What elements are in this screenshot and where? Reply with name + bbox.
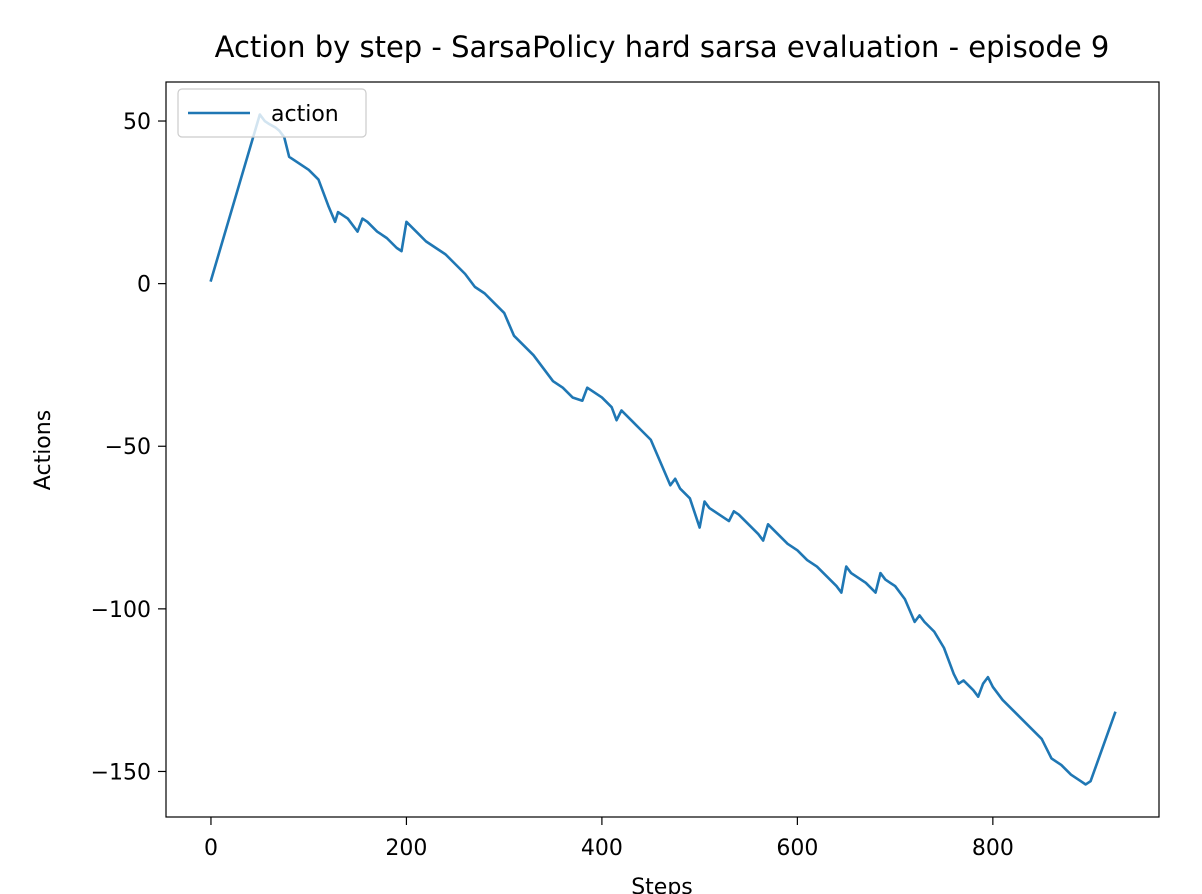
x-axis-label: Steps (631, 875, 693, 894)
y-tick-label: 0 (137, 273, 151, 298)
y-tick-label: −50 (105, 435, 151, 460)
x-tick-label: 0 (204, 836, 218, 861)
legend-box (177, 88, 367, 138)
y-tick-label: 50 (123, 110, 151, 135)
x-tick-label: 600 (776, 836, 818, 861)
plot-area-frame (165, 81, 1160, 818)
chart-title: Action by step - SarsaPolicy hard sarsa … (215, 30, 1110, 64)
x-tick-label: 800 (972, 836, 1014, 861)
legend-label-action: action (271, 102, 339, 127)
x-tick-label: 200 (385, 836, 427, 861)
x-axis: 0 200 400 600 800 (204, 817, 1014, 861)
y-axis: −150 −100 −50 0 50 (91, 110, 166, 785)
y-tick-label: −150 (91, 760, 151, 785)
series-line-action (209, 113, 1117, 786)
y-tick-label: −100 (91, 598, 151, 623)
x-tick-label: 400 (581, 836, 623, 861)
legend: action (177, 88, 367, 138)
y-axis-label: Actions (31, 410, 56, 490)
